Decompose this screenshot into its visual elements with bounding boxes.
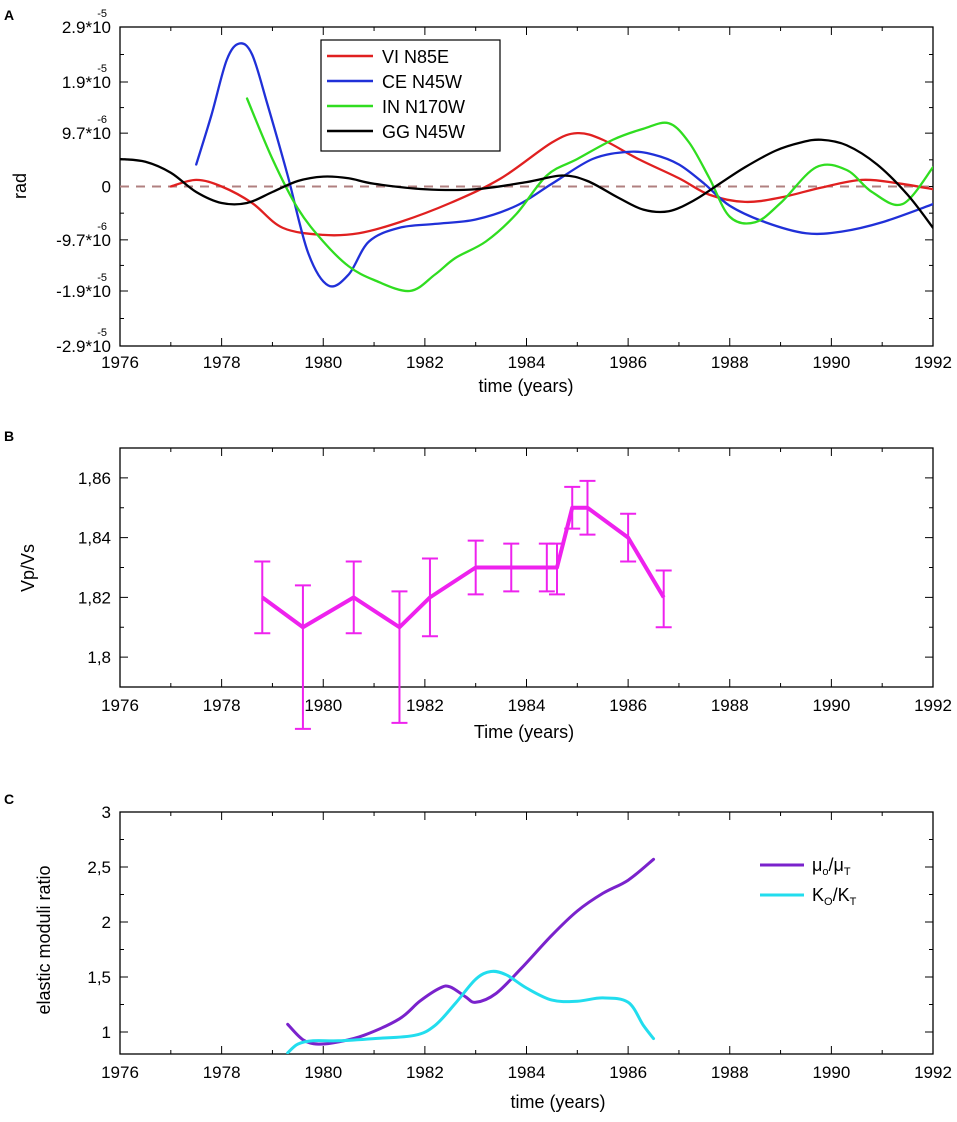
panel-a-y-ticks: 2.9*10-51.9*10-59.7*10-60-9.7*10-6-1.9*1… bbox=[56, 8, 933, 356]
panel-c-series bbox=[286, 857, 656, 1054]
series-line-ce-n45w bbox=[195, 42, 933, 288]
x-tick-label: 1976 bbox=[101, 696, 139, 715]
legend-label-gg: GG N45W bbox=[382, 122, 465, 142]
legend-label-ce: CE N45W bbox=[382, 72, 462, 92]
x-tick-label: 1976 bbox=[101, 353, 139, 372]
legend-box bbox=[320, 39, 501, 152]
x-tick-label: 1980 bbox=[304, 1063, 342, 1082]
panel-a-x-ticks: 1976 1978 1980 1982 1984 1986 1988 1990 1992 bbox=[101, 27, 952, 372]
y-tick-label: 2 bbox=[102, 913, 111, 932]
x-tick-label: 1986 bbox=[609, 696, 647, 715]
x-tick-label: 1978 bbox=[203, 696, 241, 715]
x-tick-label: 1990 bbox=[812, 353, 850, 372]
x-tick-label: 1990 bbox=[812, 696, 850, 715]
panel-b-label: B bbox=[4, 428, 14, 444]
panel-b-x-axis-label: Time (years) bbox=[474, 722, 574, 742]
panel-a-series bbox=[120, 42, 933, 293]
panel-c-x-axis-label: time (years) bbox=[510, 1092, 605, 1112]
x-tick-label: 1984 bbox=[508, 353, 546, 372]
panel-c-plot-frame bbox=[119, 811, 934, 1055]
x-tick-label: 1980 bbox=[304, 696, 342, 715]
x-tick-label: 1992 bbox=[914, 696, 952, 715]
x-tick-label: 1978 bbox=[203, 353, 241, 372]
x-tick-label: 1986 bbox=[609, 1063, 647, 1082]
x-tick-label: 1982 bbox=[406, 353, 444, 372]
panel-b-y-axis-label: Vp/Vs bbox=[18, 544, 38, 592]
panel-c-y-ticks: 1 1,5 2 2,5 3 bbox=[87, 803, 933, 1042]
x-tick-label: 1976 bbox=[101, 1063, 139, 1082]
panel-c-y-axis-label: elastic moduli ratio bbox=[34, 865, 54, 1014]
y-tick-label: -1.9*10 bbox=[56, 282, 111, 301]
y-tick-label: 1,86 bbox=[78, 469, 111, 488]
y-tick-label: -9.7*10 bbox=[56, 231, 111, 250]
panel-a-legend: VI N85E CE N45W IN N170W GG N45W bbox=[320, 39, 501, 152]
x-tick-label: 1984 bbox=[508, 696, 546, 715]
panel-c: C 1976 1978 1980 1982 1984 1986 1988 1990 1992 1… bbox=[4, 791, 952, 1112]
legend-label-k-ratio: KO/KT bbox=[812, 885, 857, 908]
y-tick-exponent: -5 bbox=[97, 327, 107, 339]
series-line-ko-kt bbox=[286, 969, 656, 1054]
panel-b-y-ticks: 1,8 1,82 1,84 1,86 bbox=[78, 447, 933, 688]
panel-a-label: A bbox=[4, 7, 14, 23]
x-tick-label: 1982 bbox=[406, 696, 444, 715]
y-tick-label: 1,82 bbox=[78, 588, 111, 607]
y-tick-exponent: -5 bbox=[97, 272, 107, 284]
x-tick-label: 1984 bbox=[508, 1063, 546, 1082]
y-tick-label: 3 bbox=[102, 803, 111, 822]
panel-c-legend: μo/μT KO/KT bbox=[760, 855, 857, 908]
x-tick-label: 1982 bbox=[406, 1063, 444, 1082]
series-line-in-n170w bbox=[245, 97, 933, 293]
y-tick-label: 2.9*10 bbox=[62, 18, 111, 37]
y-tick-exponent: -6 bbox=[97, 221, 107, 233]
x-tick-label: 1980 bbox=[304, 353, 342, 372]
series-line-gg-n45w bbox=[120, 138, 933, 229]
y-tick-exponent: -6 bbox=[97, 114, 107, 126]
x-tick-label: 1992 bbox=[914, 353, 952, 372]
x-tick-label: 1986 bbox=[609, 353, 647, 372]
x-tick-label: 1992 bbox=[914, 1063, 952, 1082]
panel-a-y-axis-label: rad bbox=[10, 173, 30, 199]
legend-label-vi: VI N85E bbox=[382, 47, 449, 67]
series-line-vi-n85e bbox=[169, 131, 933, 237]
panel-b-x-ticks: 1976 1978 1980 1982 1984 1986 1988 1990 1992 bbox=[101, 448, 952, 715]
x-tick-label: 1990 bbox=[812, 1063, 850, 1082]
y-tick-label: 1,5 bbox=[87, 968, 111, 987]
vp-vs-line bbox=[261, 505, 666, 630]
y-tick-exponent: -5 bbox=[97, 63, 107, 75]
x-tick-label: 1978 bbox=[203, 1063, 241, 1082]
panel-c-label: C bbox=[4, 791, 14, 807]
y-tick-label: 9.7*10 bbox=[62, 124, 111, 143]
legend-label-mu-ratio: μo/μT bbox=[812, 855, 851, 878]
legend-label-in: IN N170W bbox=[382, 97, 465, 117]
panel-c-x-ticks: 1976 1978 1980 1982 1984 1986 1988 1990 1992 bbox=[101, 812, 952, 1082]
panel-b: B 1976 1978 1980 1982 1984 1986 1988 1990 1992 1… bbox=[4, 428, 952, 742]
y-tick-label: 0 bbox=[102, 178, 111, 197]
y-tick-label: 1 bbox=[102, 1023, 111, 1042]
y-tick-exponent: -5 bbox=[97, 8, 107, 20]
y-tick-label: 1,8 bbox=[87, 648, 111, 667]
panel-b-series bbox=[254, 479, 672, 730]
y-tick-label: 2,5 bbox=[87, 858, 111, 877]
series-line-o-t bbox=[286, 857, 656, 1046]
x-tick-label: 1988 bbox=[711, 1063, 749, 1082]
x-tick-label: 1988 bbox=[711, 696, 749, 715]
y-tick-label: 1,84 bbox=[78, 529, 111, 548]
panel-a-x-axis-label: time (years) bbox=[478, 376, 573, 396]
x-tick-label: 1988 bbox=[711, 353, 749, 372]
panel-a: A 1976 1978 1980 1982 1984 1986 1988 1990 1992 2… bbox=[4, 7, 952, 396]
y-tick-label: 1.9*10 bbox=[62, 73, 111, 92]
y-tick-label: -2.9*10 bbox=[56, 337, 111, 356]
